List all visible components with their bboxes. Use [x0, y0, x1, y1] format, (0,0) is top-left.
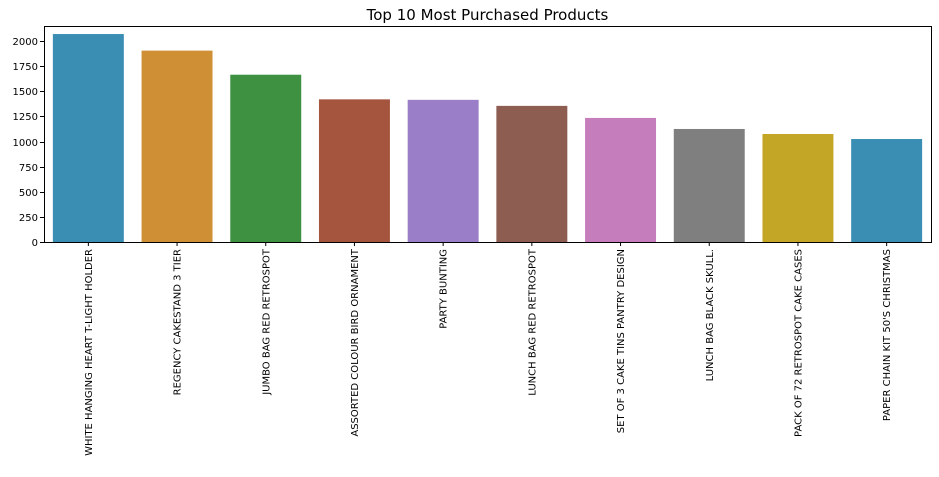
x-tick-label: LUNCH BAG BLACK SKULL.: [705, 249, 716, 381]
x-tick-label: ASSORTED COLOUR BIRD ORNAMENT: [350, 248, 361, 437]
bar: [407, 99, 479, 242]
plot-frame: [44, 26, 932, 243]
y-tick-label: 1500: [13, 87, 38, 98]
bar: [230, 74, 302, 242]
x-tick-label: JUMBO BAG RED RETROSPOT: [261, 248, 272, 396]
y-tick-label: 500: [19, 188, 38, 199]
y-tick-label: 750: [19, 163, 38, 174]
x-tick-label: PARTY BUNTING: [439, 249, 450, 329]
bar: [762, 134, 834, 242]
bar: [141, 50, 213, 242]
y-tick-label: 0: [32, 238, 38, 249]
bars-group: [52, 34, 923, 243]
x-tick-label: REGENCY CAKESTAND 3 TIER: [173, 249, 184, 395]
y-tick-label: 1750: [13, 62, 38, 73]
x-tick-label: LUNCH BAG RED RETROSPOT: [527, 248, 538, 396]
x-tick-label: SET OF 3 CAKE TINS PANTRY DESIGN: [616, 249, 627, 433]
x-axis: WHITE HANGING HEART T-LIGHT HOLDER REGENC…: [84, 242, 893, 456]
bar: [496, 105, 568, 242]
bar: [585, 117, 657, 242]
bar: [52, 34, 124, 243]
x-tick-label: PACK OF 72 RETROSPOT CAKE CASES: [793, 249, 804, 437]
bar: [851, 139, 923, 242]
y-tick-label: 1000: [13, 138, 38, 149]
bar: [673, 128, 745, 242]
y-tick-label: 1250: [13, 112, 38, 123]
y-tick-label: 2000: [13, 37, 38, 48]
y-axis: 0 250 500 750 1000 1250 1500 1750 2000: [13, 37, 44, 249]
chart-title: Top 10 Most Purchased Products: [366, 6, 609, 24]
x-tick-label: WHITE HANGING HEART T-LIGHT HOLDER: [84, 249, 95, 456]
y-tick-label: 250: [19, 213, 38, 224]
x-tick-label: PAPER CHAIN KIT 50'S CHRISTMAS: [882, 249, 893, 421]
bar: [318, 99, 390, 242]
